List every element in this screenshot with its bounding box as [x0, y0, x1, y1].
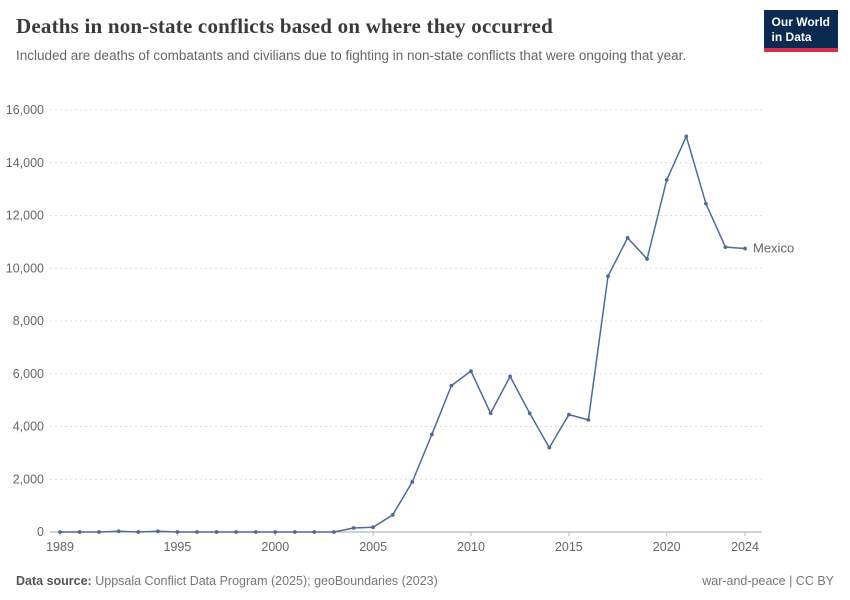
data-point[interactable]: [508, 374, 512, 379]
data-point[interactable]: [527, 411, 532, 416]
owid-logo-line2: in Data: [771, 30, 812, 44]
data-point[interactable]: [684, 134, 689, 139]
data-point[interactable]: [664, 178, 669, 182]
y-tick-label: 10,000: [6, 261, 44, 275]
data-point[interactable]: [547, 445, 552, 450]
data-point[interactable]: [586, 418, 591, 422]
data-point[interactable]: [136, 530, 141, 534]
chart-subtitle: Included are deaths of combatants and ci…: [16, 48, 687, 63]
x-tick-label: 2024: [731, 540, 759, 554]
data-point[interactable]: [234, 530, 239, 534]
y-tick-label: 16,000: [6, 103, 44, 117]
data-point[interactable]: [469, 369, 473, 373]
data-point[interactable]: [77, 530, 82, 534]
x-tick-label: 2015: [555, 540, 583, 554]
license-link[interactable]: war-and-peace | CC BY: [702, 574, 834, 588]
data-point[interactable]: [97, 530, 101, 534]
data-point[interactable]: [704, 201, 708, 206]
owid-logo-line1: Our World: [771, 15, 830, 29]
data-point[interactable]: [253, 530, 258, 534]
data-point[interactable]: [156, 529, 160, 534]
data-source-label: Data source:: [16, 574, 92, 588]
data-point[interactable]: [312, 530, 317, 534]
y-tick-label: 14,000: [6, 156, 44, 170]
data-point[interactable]: [116, 529, 121, 534]
y-tick-label: 8,000: [13, 314, 44, 328]
data-point[interactable]: [723, 245, 728, 250]
data-point[interactable]: [410, 480, 415, 484]
data-point[interactable]: [645, 257, 649, 261]
chart-footer: Data source: Uppsala Conflict Data Progr…: [16, 574, 834, 588]
data-point[interactable]: [625, 236, 630, 240]
y-tick-label: 4,000: [13, 420, 44, 434]
data-point[interactable]: [175, 530, 180, 534]
series-label-mexico[interactable]: Mexico: [753, 240, 794, 255]
data-point[interactable]: [332, 530, 336, 534]
data-source: Data source: Uppsala Conflict Data Progr…: [16, 574, 438, 588]
chart-header: Deaths in non-state conflicts based on w…: [0, 0, 850, 66]
data-point[interactable]: [606, 274, 610, 279]
x-tick-label: 1989: [46, 540, 74, 554]
data-point[interactable]: [390, 513, 395, 517]
y-tick-label: 2,000: [13, 472, 44, 486]
data-point[interactable]: [214, 530, 219, 534]
line-chart[interactable]: 0 2,000 4,000 6,000 8,000 10,000 12,000 14,000 1…: [0, 95, 850, 560]
data-point[interactable]: [743, 246, 747, 251]
data-point[interactable]: [567, 412, 571, 417]
y-tick-label: 12,000: [6, 209, 44, 223]
chart-title: Deaths in non-state conflicts based on w…: [16, 14, 553, 38]
y-tick-label: 6,000: [13, 367, 44, 381]
x-tick-label: 2020: [653, 540, 681, 554]
owid-logo[interactable]: Our World in Data: [763, 10, 838, 52]
data-point[interactable]: [351, 526, 356, 530]
x-tick-label: 1995: [164, 540, 192, 554]
data-point[interactable]: [58, 530, 62, 534]
data-source-text: Uppsala Conflict Data Program (2025); ge…: [95, 574, 438, 588]
x-tick-label: 2000: [261, 540, 289, 554]
y-tick-label: 0: [37, 525, 44, 539]
data-point[interactable]: [488, 411, 493, 416]
data-point[interactable]: [195, 530, 199, 534]
data-point[interactable]: [430, 432, 434, 437]
data-point[interactable]: [449, 383, 454, 388]
line-chart-svg[interactable]: 0 2,000 4,000 6,000 8,000 10,000 12,000 14,000 1…: [0, 95, 850, 560]
x-tick-label: 2005: [359, 540, 387, 554]
series-line-mexico[interactable]: [60, 135, 746, 533]
data-point[interactable]: [371, 525, 375, 530]
data-point[interactable]: [293, 530, 297, 534]
x-tick-label: 2010: [457, 540, 485, 554]
data-point[interactable]: [273, 530, 278, 534]
